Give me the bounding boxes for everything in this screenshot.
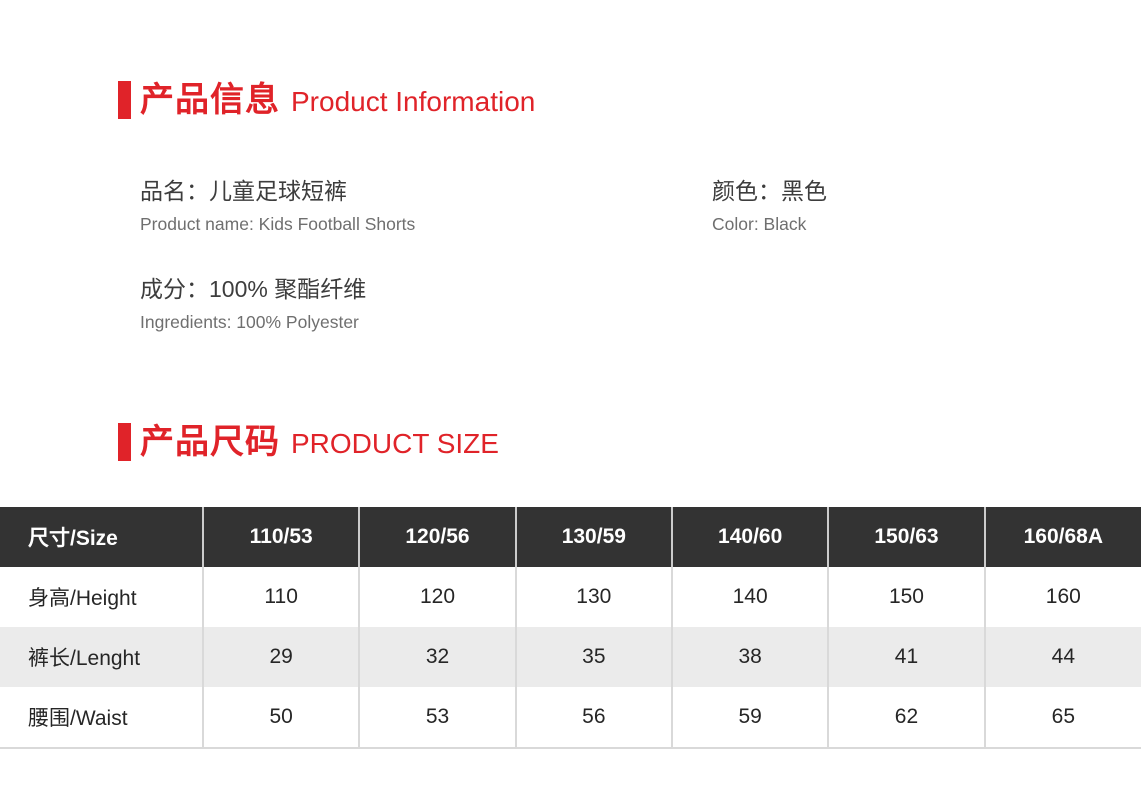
field-product-name: 品名：儿童足球短裤 Product name: Kids Football Sh… — [140, 176, 415, 235]
ingredients-en: Ingredients: 100% Polyester — [140, 312, 359, 332]
product-name-en: Product name: Kids Football Shorts — [140, 214, 416, 234]
section-accent-bar — [118, 81, 131, 119]
ingredients-zh: 成分：100% 聚酯纤维 — [140, 276, 367, 302]
table-cell: 32 — [358, 627, 516, 687]
header-cell: 110/53 — [201, 507, 360, 567]
header-cell-size: 尺寸/Size — [0, 507, 203, 567]
table-cell: 44 — [983, 627, 1141, 687]
table-cell: 65 — [983, 687, 1141, 749]
table-row-height: 身高/Height 110 120 130 140 150 160 — [0, 567, 1141, 627]
header-cell: 160/68A — [983, 507, 1141, 567]
table-cell: 50 — [201, 687, 360, 749]
section-title-zh: 产品信息 — [140, 81, 280, 119]
section-title-en: Product Information — [291, 86, 536, 117]
row-label-waist: 腰围/Waist — [0, 687, 203, 749]
header-cell: 130/59 — [514, 507, 672, 567]
color-en: Color: Black — [712, 214, 807, 234]
header-cell: 140/60 — [670, 507, 829, 567]
table-cell: 110 — [201, 567, 360, 627]
table-cell: 41 — [827, 627, 985, 687]
size-table-header-row: 尺寸/Size 110/53 120/56 130/59 140/60 150/… — [0, 507, 1141, 567]
section-title-zh: 产品尺码 — [140, 423, 280, 461]
table-cell: 29 — [201, 627, 360, 687]
field-ingredients: 成分：100% 聚酯纤维 Ingredients: 100% Polyester — [140, 274, 366, 333]
table-cell: 140 — [670, 567, 829, 627]
table-cell: 120 — [358, 567, 516, 627]
header-cell: 150/63 — [827, 507, 985, 567]
product-name-zh: 品名：儿童足球短裤 — [140, 178, 347, 204]
table-cell: 38 — [670, 627, 829, 687]
table-cell: 62 — [827, 687, 985, 749]
section-header-product-size: 产品尺码 PRODUCT SIZE — [118, 422, 499, 462]
row-label-height: 身高/Height — [28, 587, 137, 610]
section-accent-bar — [118, 423, 131, 461]
table-cell: 160 — [983, 567, 1141, 627]
row-label-length: 裤长/Lenght — [28, 647, 141, 670]
table-row-length: 裤长/Lenght 29 32 35 38 41 44 — [0, 627, 1141, 687]
table-cell: 130 — [514, 567, 672, 627]
table-cell: 35 — [514, 627, 672, 687]
field-color: 颜色：黑色 Color: Black — [712, 176, 827, 235]
color-zh: 颜色：黑色 — [712, 178, 827, 204]
table-cell: 59 — [670, 687, 829, 749]
table-cell: 53 — [358, 687, 516, 749]
table-row-waist: 腰围/Waist 50 53 56 59 62 65 — [0, 687, 1141, 749]
header-cell: 120/56 — [358, 507, 516, 567]
section-header-product-info: 产品信息 Product Information — [118, 80, 535, 120]
section-title-en: PRODUCT SIZE — [291, 428, 499, 459]
table-cell: 150 — [827, 567, 985, 627]
table-cell: 56 — [514, 687, 672, 749]
size-table: 尺寸/Size 110/53 120/56 130/59 140/60 150/… — [0, 507, 1141, 749]
